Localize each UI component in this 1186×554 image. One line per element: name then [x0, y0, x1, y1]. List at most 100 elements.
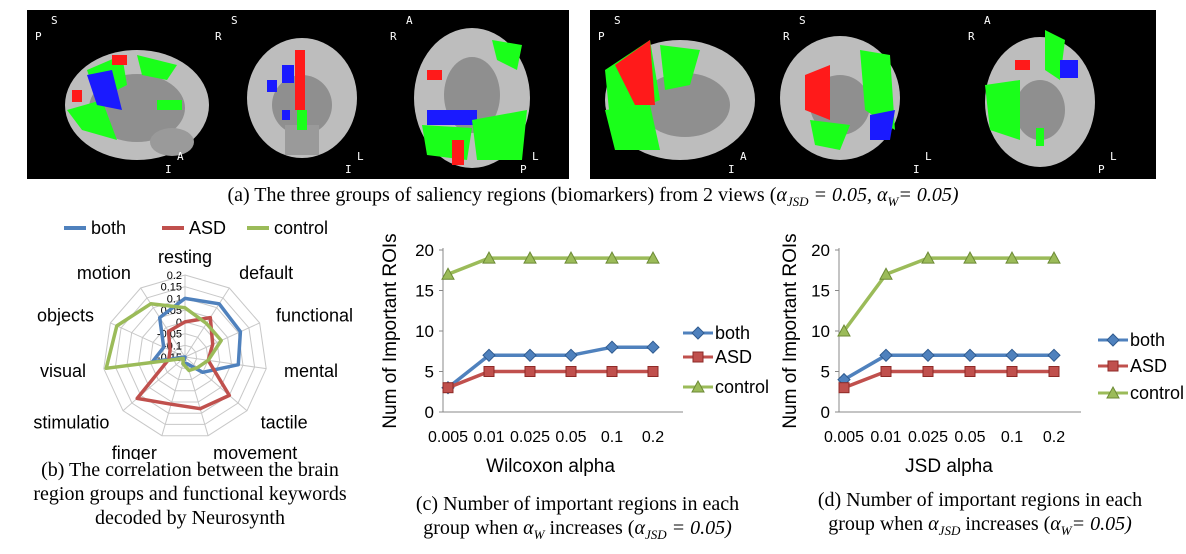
region-both	[282, 110, 290, 120]
orientation-label: S	[614, 14, 621, 27]
region-both	[87, 70, 122, 110]
x-tick-label: 0.05	[555, 429, 586, 446]
data-point-ASD	[880, 366, 892, 377]
orientation-label: L	[1110, 150, 1117, 163]
region-control	[860, 50, 895, 130]
radar-spoke	[122, 356, 186, 412]
orientation-label: L	[357, 150, 364, 163]
x-tick-label: 0.01	[473, 429, 504, 446]
caption-c-line2: group when αW increases (αJSD = 0.05)	[423, 517, 732, 542]
data-point-both	[1047, 348, 1061, 363]
data-point-both	[564, 348, 578, 363]
region-control	[422, 125, 472, 160]
caption-b-line2: region groups and functional keywords	[33, 483, 347, 505]
orientation-label: R	[968, 30, 975, 43]
legend-label-control: control	[274, 218, 328, 238]
x-tick-label: 0.01	[870, 429, 901, 446]
radar-grid-ring	[126, 297, 244, 414]
orientation-label: P	[1098, 163, 1105, 176]
data-point-both	[921, 348, 935, 363]
radar-axis-label-movement: movement	[213, 443, 297, 460]
data-point-ASD	[442, 382, 454, 394]
x-tick-label: 0.2	[1043, 429, 1065, 446]
x-axis-title: Wilcoxon alpha	[486, 456, 615, 477]
axial-view-right	[985, 30, 1095, 167]
region-asd	[295, 50, 305, 110]
data-point-both	[963, 348, 977, 363]
series-line-ASD	[843, 369, 1054, 390]
data-point-control	[1005, 251, 1019, 264]
data-point-ASD	[524, 366, 536, 377]
region-asd	[805, 65, 830, 120]
legend-marker-ASD	[1107, 360, 1119, 372]
y-tick-label: 0	[821, 403, 830, 422]
coronal-view-right	[780, 36, 900, 160]
data-point-ASD	[483, 366, 495, 377]
data-point-ASD	[922, 366, 934, 377]
data-point-control	[837, 323, 851, 337]
region-asd	[1015, 60, 1030, 70]
radar-axis-label-mental: mental	[284, 361, 338, 381]
data-point-ASD	[838, 382, 850, 394]
radar-grid-ring	[149, 321, 221, 392]
radar-spoke	[161, 356, 186, 436]
y-tick-label: 0	[425, 403, 434, 422]
orientation-label: I	[913, 163, 920, 176]
caption-c: (c) Number of important regions in each …	[380, 492, 775, 547]
legend-label-ASD: ASD	[715, 347, 752, 367]
region-asd	[72, 90, 82, 102]
x-tick-label: 0.005	[824, 429, 864, 446]
data-point-control	[963, 251, 977, 264]
radar-grid-ring	[103, 274, 267, 437]
orientation-label: A	[984, 14, 991, 27]
data-point-control	[482, 251, 496, 264]
y-tick-label: 15	[811, 282, 830, 301]
region-control	[660, 45, 700, 90]
data-point-ASD	[565, 366, 577, 377]
data-point-both	[482, 348, 496, 363]
y-axis-title: Num of Important ROIs	[780, 233, 801, 428]
x-tick-label: 0.025	[510, 429, 550, 446]
region-control	[157, 100, 182, 110]
legend-marker-both	[1106, 333, 1120, 347]
axial-view-left	[414, 28, 530, 168]
data-point-ASD	[1048, 366, 1060, 377]
orientation-label: P	[520, 163, 527, 176]
legend-label-both: both	[1130, 330, 1165, 350]
x-tick-label: 0.2	[642, 429, 664, 446]
legend-marker-ASD	[692, 351, 704, 363]
data-point-control	[1047, 251, 1061, 264]
region-both	[267, 80, 277, 92]
legend-label-ASD: ASD	[189, 218, 226, 238]
orientation-label: R	[390, 30, 397, 43]
legend-marker-both	[691, 326, 705, 340]
region-control	[985, 80, 1020, 140]
legend-marker-control	[691, 379, 705, 393]
radar-grid-ring	[114, 286, 256, 425]
y-tick-label: 5	[821, 363, 830, 382]
y-tick-label: 5	[425, 363, 434, 382]
region-control	[492, 40, 522, 70]
caption-b-line1: (b) The correlation between the brain	[41, 459, 339, 481]
data-point-control	[921, 251, 935, 264]
x-tick-label: 0.1	[1001, 429, 1023, 446]
legend-label-control: control	[715, 377, 769, 397]
caption-b: (b) The correlation between the brain re…	[0, 458, 380, 530]
x-tick-label: 0.025	[908, 429, 948, 446]
data-point-both	[1005, 348, 1019, 363]
y-tick-label: 15	[415, 282, 434, 301]
orientation-label: S	[231, 14, 238, 27]
region-both	[282, 65, 294, 83]
region-control	[297, 110, 307, 130]
series-line-ASD	[447, 369, 653, 390]
radar-spoke	[184, 356, 248, 412]
data-point-control	[441, 267, 455, 280]
y-axis-title: Num of Important ROIs	[380, 233, 401, 428]
region-asd	[615, 40, 655, 105]
region-asd	[112, 55, 127, 65]
radar-spoke	[184, 356, 267, 370]
